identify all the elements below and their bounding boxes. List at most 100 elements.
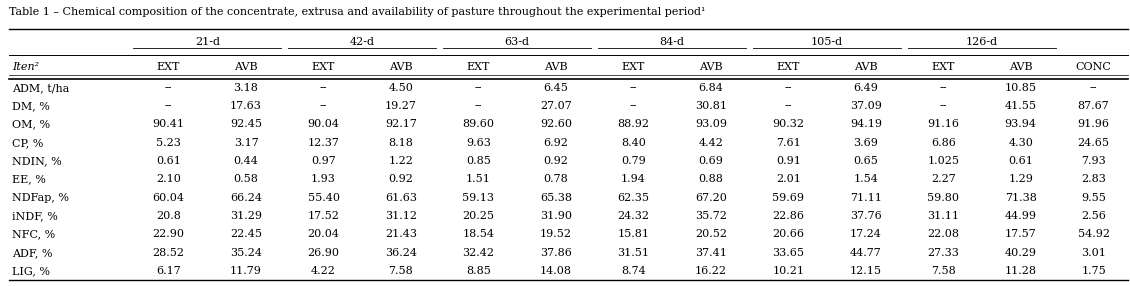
Text: --: -- xyxy=(475,101,483,111)
Text: 3.18: 3.18 xyxy=(234,83,259,93)
Text: 11.79: 11.79 xyxy=(231,266,262,276)
Text: 31.29: 31.29 xyxy=(231,211,262,221)
Text: 7.58: 7.58 xyxy=(389,266,414,276)
Text: 67.20: 67.20 xyxy=(695,193,727,203)
Text: 66.24: 66.24 xyxy=(231,193,262,203)
Text: DM, %: DM, % xyxy=(12,101,51,111)
Text: 31.11: 31.11 xyxy=(928,211,959,221)
Text: CONC: CONC xyxy=(1076,62,1112,72)
Text: 93.09: 93.09 xyxy=(695,120,727,130)
Text: 6.45: 6.45 xyxy=(544,83,568,93)
Text: 11.28: 11.28 xyxy=(1005,266,1036,276)
Text: 7.93: 7.93 xyxy=(1081,156,1106,166)
Text: LIG, %: LIG, % xyxy=(12,266,51,276)
Text: 18.54: 18.54 xyxy=(462,229,495,239)
Text: 26.90: 26.90 xyxy=(307,248,339,258)
Text: AVB: AVB xyxy=(854,62,878,72)
Text: 36.24: 36.24 xyxy=(385,248,417,258)
Text: Iten²: Iten² xyxy=(12,62,40,72)
Text: 4.42: 4.42 xyxy=(698,138,723,148)
Text: 4.22: 4.22 xyxy=(311,266,336,276)
Text: 1.025: 1.025 xyxy=(928,156,959,166)
Text: 15.81: 15.81 xyxy=(617,229,650,239)
Text: 0.79: 0.79 xyxy=(622,156,645,166)
Text: Table 1 – Chemical composition of the concentrate, extrusa and availability of p: Table 1 – Chemical composition of the co… xyxy=(9,7,705,17)
Text: EE, %: EE, % xyxy=(12,174,46,184)
Text: 1.51: 1.51 xyxy=(466,174,490,184)
Text: --: -- xyxy=(1089,83,1097,93)
Text: 90.32: 90.32 xyxy=(772,120,805,130)
Text: 92.17: 92.17 xyxy=(385,120,417,130)
Text: 19.27: 19.27 xyxy=(385,101,417,111)
Text: 10.21: 10.21 xyxy=(772,266,805,276)
Text: 0.85: 0.85 xyxy=(466,156,490,166)
Text: 20.8: 20.8 xyxy=(156,211,181,221)
Text: ADM, t/ha: ADM, t/ha xyxy=(12,83,70,93)
Text: 71.11: 71.11 xyxy=(850,193,881,203)
Text: AVB: AVB xyxy=(389,62,412,72)
Text: 63-d: 63-d xyxy=(505,37,530,47)
Text: 59.69: 59.69 xyxy=(772,193,805,203)
Text: 40.29: 40.29 xyxy=(1005,248,1036,258)
Text: 37.86: 37.86 xyxy=(540,248,572,258)
Text: 71.38: 71.38 xyxy=(1005,193,1036,203)
Text: 0.91: 0.91 xyxy=(776,156,801,166)
Text: EXT: EXT xyxy=(931,62,955,72)
Text: 17.63: 17.63 xyxy=(231,101,262,111)
Text: 6.49: 6.49 xyxy=(853,83,878,93)
Text: 2.01: 2.01 xyxy=(776,174,801,184)
Text: 20.04: 20.04 xyxy=(307,229,339,239)
Text: 8.40: 8.40 xyxy=(622,138,646,148)
Text: 88.92: 88.92 xyxy=(617,120,650,130)
Text: 7.58: 7.58 xyxy=(931,266,956,276)
Text: 60.04: 60.04 xyxy=(153,193,184,203)
Text: 3.69: 3.69 xyxy=(853,138,878,148)
Text: --: -- xyxy=(165,101,172,111)
Text: 1.75: 1.75 xyxy=(1081,266,1106,276)
Text: 90.04: 90.04 xyxy=(307,120,339,130)
Text: 1.54: 1.54 xyxy=(853,174,878,184)
Text: 87.67: 87.67 xyxy=(1078,101,1110,111)
Text: 3.17: 3.17 xyxy=(234,138,259,148)
Text: 92.60: 92.60 xyxy=(540,120,572,130)
Text: NDIN, %: NDIN, % xyxy=(12,156,62,166)
Text: 14.08: 14.08 xyxy=(540,266,572,276)
Text: 0.92: 0.92 xyxy=(544,156,568,166)
Text: 92.45: 92.45 xyxy=(231,120,262,130)
Text: --: -- xyxy=(629,83,637,93)
Text: 37.76: 37.76 xyxy=(850,211,881,221)
Text: 8.74: 8.74 xyxy=(622,266,645,276)
Text: 0.78: 0.78 xyxy=(544,174,568,184)
Text: --: -- xyxy=(629,101,637,111)
Text: 7.61: 7.61 xyxy=(776,138,801,148)
Text: 12.37: 12.37 xyxy=(307,138,339,148)
Text: 0.58: 0.58 xyxy=(234,174,259,184)
Text: 17.52: 17.52 xyxy=(307,211,339,221)
Text: EXT: EXT xyxy=(157,62,181,72)
Text: --: -- xyxy=(165,83,172,93)
Text: 20.66: 20.66 xyxy=(772,229,805,239)
Text: --: -- xyxy=(939,101,947,111)
Text: 19.52: 19.52 xyxy=(540,229,572,239)
Text: 1.29: 1.29 xyxy=(1008,174,1033,184)
Text: 22.86: 22.86 xyxy=(772,211,805,221)
Text: 20.25: 20.25 xyxy=(462,211,495,221)
Text: 1.94: 1.94 xyxy=(622,174,646,184)
Text: 9.55: 9.55 xyxy=(1081,193,1106,203)
Text: 0.69: 0.69 xyxy=(698,156,723,166)
Text: EXT: EXT xyxy=(622,62,645,72)
Text: 1.22: 1.22 xyxy=(389,156,414,166)
Text: --: -- xyxy=(475,83,483,93)
Text: 54.92: 54.92 xyxy=(1078,229,1110,239)
Text: 91.96: 91.96 xyxy=(1078,120,1110,130)
Text: 105-d: 105-d xyxy=(811,37,843,47)
Text: iNDF, %: iNDF, % xyxy=(12,211,59,221)
Text: 0.44: 0.44 xyxy=(234,156,259,166)
Text: 0.97: 0.97 xyxy=(311,156,336,166)
Text: NDFap, %: NDFap, % xyxy=(12,193,69,203)
Text: 2.10: 2.10 xyxy=(156,174,181,184)
Text: 0.61: 0.61 xyxy=(156,156,181,166)
Text: 93.94: 93.94 xyxy=(1005,120,1036,130)
Text: 4.50: 4.50 xyxy=(389,83,414,93)
Text: 2.83: 2.83 xyxy=(1081,174,1106,184)
